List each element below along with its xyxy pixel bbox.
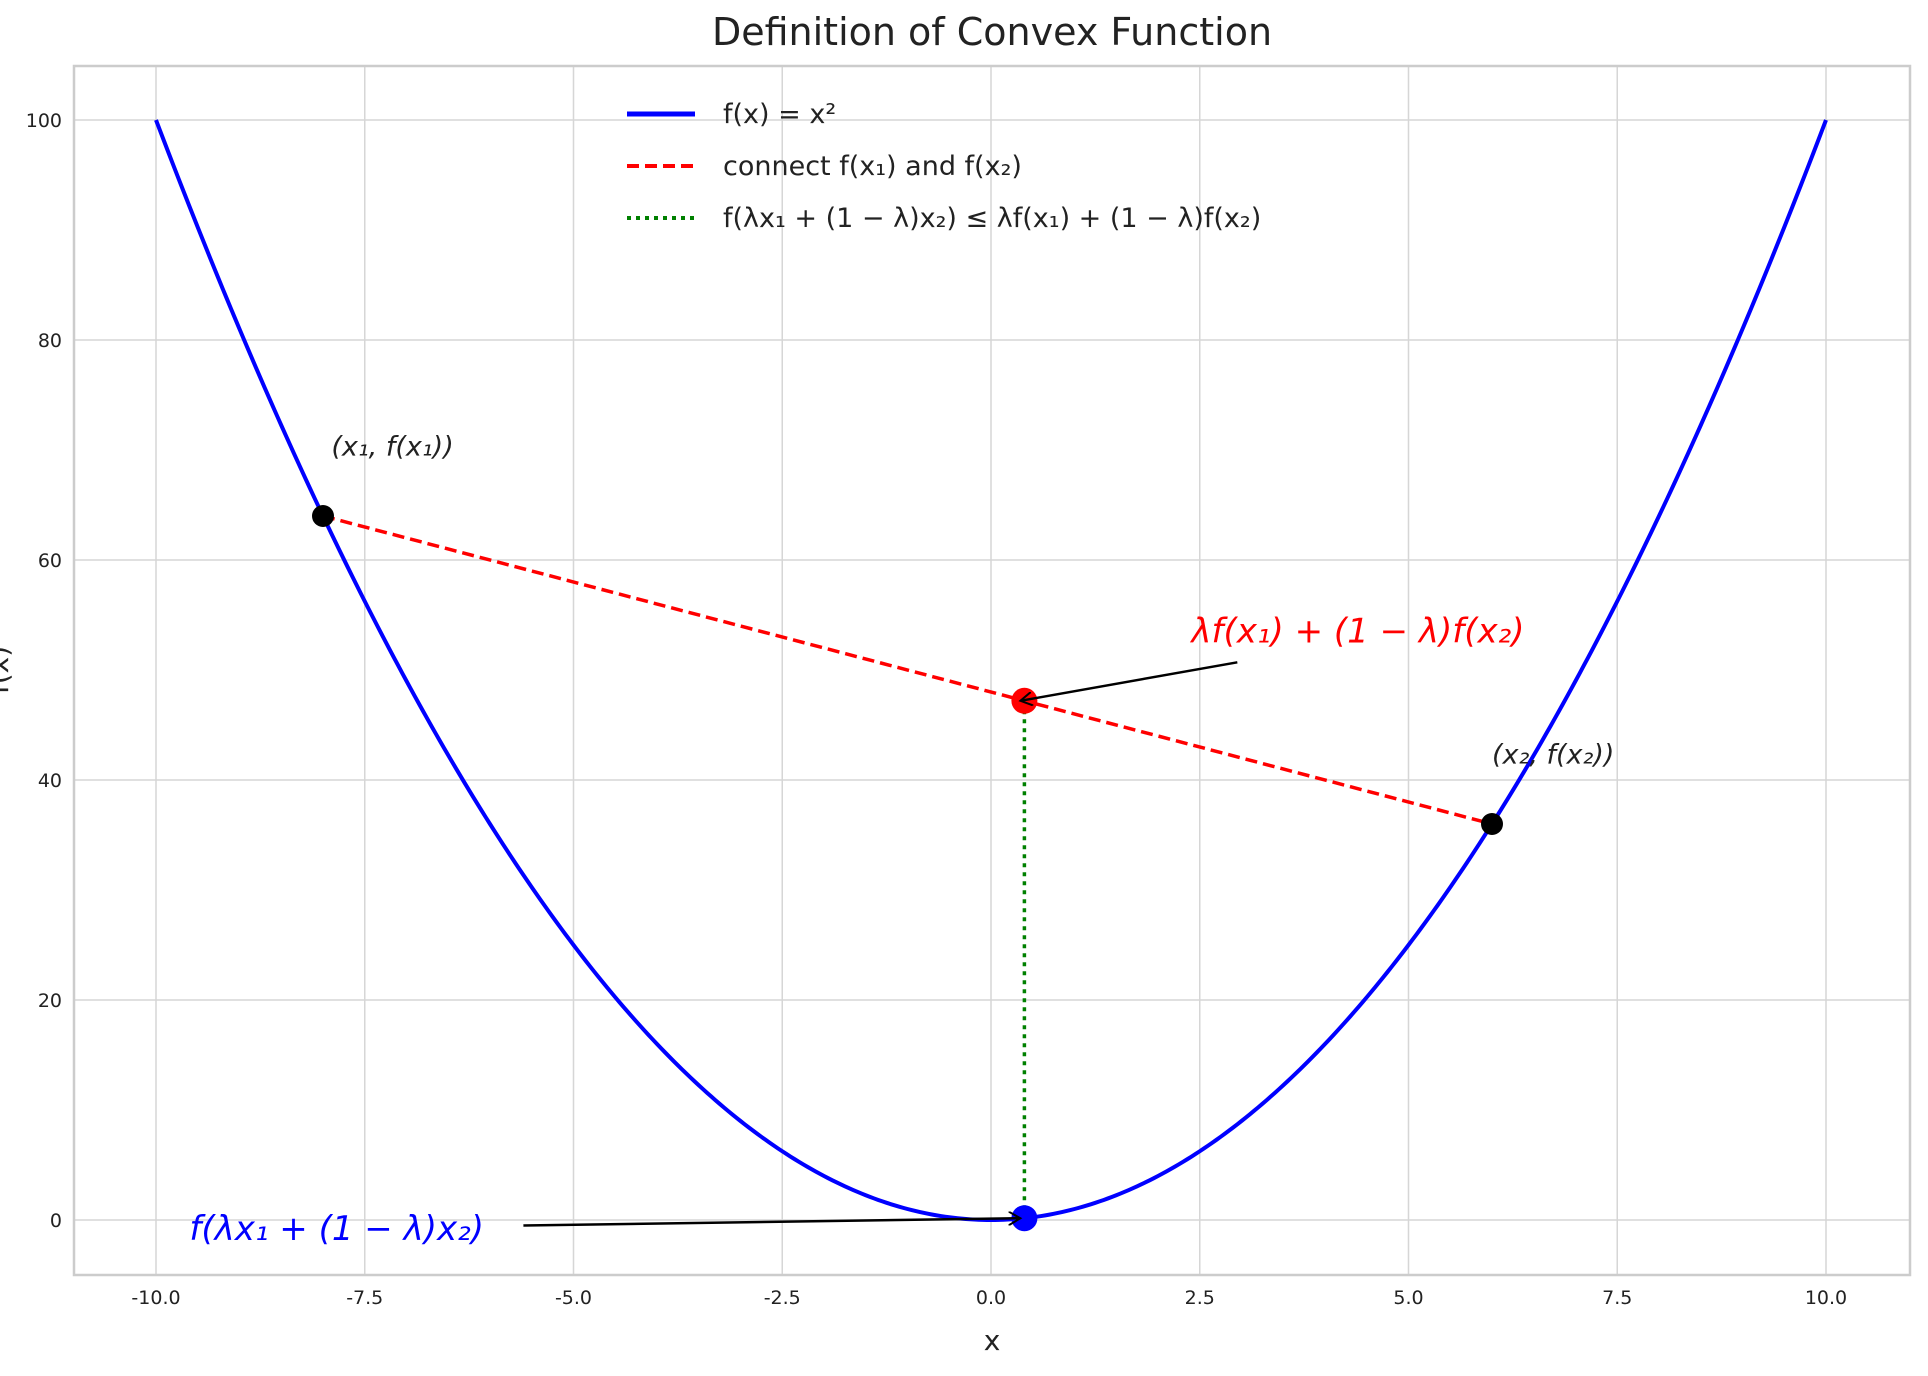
data-point-0 xyxy=(312,505,334,527)
y-tick-label: 80 xyxy=(38,330,62,352)
x-tick-label: 10.0 xyxy=(1805,1287,1847,1309)
y-tick-label: 20 xyxy=(38,990,62,1012)
tick-labels: -10.0 -7.5 -5.0 -2.5 0.0 2.5 5.0 7.5 10.0 0 20 40 60… xyxy=(26,110,1847,1309)
x-tick-label: -10.0 xyxy=(131,1287,180,1309)
series-line-1 xyxy=(322,514,1493,826)
annotation-arrow-2 xyxy=(1020,661,1238,701)
annotation-label-1: (x₂, f(x₂)) xyxy=(1492,740,1614,771)
x-tick-label: -5.0 xyxy=(555,1287,592,1309)
annotations: (x₁, f(x₁)) (x₂, f(x₂)) λf(x₁) + (1 − λ)f(… xyxy=(189,432,1614,1249)
annotation-label-0: (x₁, f(x₁)) xyxy=(331,432,453,463)
annotation-label-2: λf(x₁) + (1 − λ)f(x₂) xyxy=(1189,612,1524,652)
annotation-arrow-3 xyxy=(523,1218,1020,1227)
legend-label-2: f(λx₁ + (1 − λ)x₂) ≤ λf(x₁) + (1 − λ)f(x… xyxy=(723,203,1261,234)
grid xyxy=(74,66,1910,1275)
data-point-1 xyxy=(1481,813,1503,835)
x-tick-label: -2.5 xyxy=(764,1287,801,1309)
legend-label-1: connect f(x₁) and f(x₂) xyxy=(723,151,1022,182)
annotation-label-3: f(λx₁ + (1 − λ)x₂) xyxy=(189,1209,484,1249)
legend-label-0: f(x) = x² xyxy=(723,99,836,130)
x-tick-label: 5.0 xyxy=(1393,1287,1423,1309)
y-axis-label: f(x) xyxy=(0,646,15,694)
y-tick-label: 100 xyxy=(26,110,62,132)
x-tick-label: -7.5 xyxy=(346,1287,383,1309)
x-tick-label: 0.0 xyxy=(976,1287,1006,1309)
chart-title: Definition of Convex Function xyxy=(712,10,1272,54)
x-axis-label: x xyxy=(984,1324,1001,1357)
y-tick-label: 40 xyxy=(38,770,62,792)
x-tick-label: 7.5 xyxy=(1602,1287,1632,1309)
y-tick-label: 60 xyxy=(38,550,62,572)
y-tick-label: 0 xyxy=(50,1210,62,1232)
plot-frame xyxy=(72,64,1912,1277)
x-tick-label: 2.5 xyxy=(1185,1287,1215,1309)
series-line-0 xyxy=(154,119,1828,1223)
legend: f(x) = x² connect f(x₁) and f(x₂) f(λx₁ + … xyxy=(627,99,1261,234)
